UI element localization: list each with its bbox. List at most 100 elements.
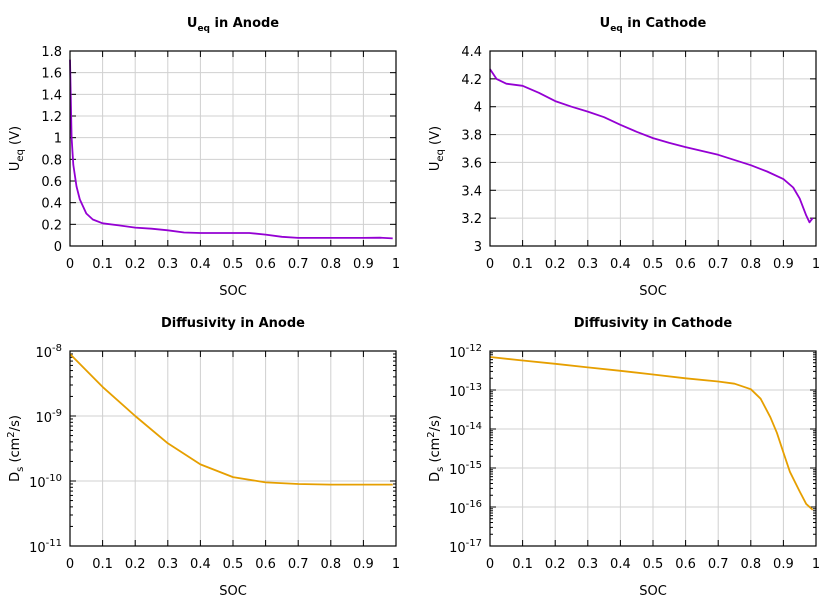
y-axis-label: Ds (cm2/s) <box>6 415 26 482</box>
text-subscript: eq <box>197 24 210 34</box>
text-rest: in Anode <box>210 16 279 31</box>
y-tick-label: 1 <box>54 132 62 147</box>
x-tick-label: 0.2 <box>125 257 146 272</box>
tick-exponent: -9 <box>52 408 62 419</box>
y-tick-label: 3.4 <box>461 184 482 199</box>
text-main: Diffusivity in Anode <box>161 316 305 331</box>
y-tick-label: 10-11 <box>29 538 62 556</box>
y-tick-label: 3.2 <box>461 212 482 227</box>
x-tick-label: 0.8 <box>320 257 341 272</box>
y-tick-label: 10-12 <box>449 343 482 361</box>
x-tick-label: 1 <box>812 257 820 272</box>
text-main: U <box>187 16 198 31</box>
series-line <box>69 59 393 240</box>
x-tick-label: 0.4 <box>190 557 211 572</box>
tick-exponent: -16 <box>466 499 482 510</box>
tick-exponent: -11 <box>46 538 62 549</box>
x-tick-label: 0.3 <box>157 257 178 272</box>
y-tick-label: 10-8 <box>35 343 62 361</box>
x-tick-label: 0.3 <box>157 557 178 572</box>
x-tick-label: 0 <box>66 557 74 572</box>
y-tick-label: 3 <box>474 240 482 255</box>
y-tick-label: 10-9 <box>35 408 62 426</box>
y-tick-label: 1.6 <box>41 67 62 82</box>
x-tick-label: 0.1 <box>512 257 533 272</box>
x-tick-label: 0.6 <box>255 257 276 272</box>
y-tick-label: 10-15 <box>449 460 482 478</box>
x-axis-label: SOC <box>639 584 667 599</box>
x-tick-label: 0.1 <box>512 557 533 572</box>
x-tick-label: 0.4 <box>610 257 631 272</box>
tick-exponent: -17 <box>466 538 482 549</box>
text-rest: in Cathode <box>623 16 707 31</box>
y-tick-label: 10-14 <box>449 421 482 439</box>
x-tick-label: 0.3 <box>577 257 598 272</box>
series-line <box>69 353 393 486</box>
x-tick-label: 0.6 <box>675 257 696 272</box>
text-rest: /s) <box>8 415 23 431</box>
x-axis-label: SOC <box>219 584 247 599</box>
y-axis-label: Ueq (V) <box>8 126 26 171</box>
tick-base: 10 <box>449 346 466 361</box>
text-subscript: eq <box>610 24 623 34</box>
x-tick-label: 1 <box>392 557 400 572</box>
chart-title: Ueq in Cathode <box>600 16 707 34</box>
text-rest: (cm <box>8 438 23 467</box>
y-tick-label: 4.2 <box>461 73 482 88</box>
x-tick-label: 0 <box>66 257 74 272</box>
y-tick-label: 0 <box>54 240 62 255</box>
y-tick-label: 0.4 <box>41 197 62 212</box>
y-tick-label: 4 <box>474 101 482 116</box>
text-main: D <box>8 472 23 482</box>
y-tick-label: 1.8 <box>41 45 62 60</box>
tick-base: 10 <box>449 424 466 439</box>
x-tick-label: 0.8 <box>740 257 761 272</box>
y-tick-label: 0.8 <box>41 153 62 168</box>
tick-base: 10 <box>29 541 46 556</box>
text-superscript: 2 <box>6 431 17 437</box>
x-tick-label: 0.2 <box>545 257 566 272</box>
text-rest: (V) <box>8 126 23 149</box>
tick-exponent: -12 <box>466 343 482 354</box>
x-tick-label: 0.4 <box>190 257 211 272</box>
series-line <box>489 356 814 511</box>
tick-exponent: -10 <box>46 473 62 484</box>
tick-exponent: -8 <box>52 343 62 354</box>
text-subscript: eq <box>15 149 26 162</box>
x-tick-label: 0.5 <box>643 257 664 272</box>
x-tick-label: 0.8 <box>320 557 341 572</box>
text-rest: (V) <box>428 126 443 149</box>
text-main: U <box>600 16 611 31</box>
x-tick-label: 0.6 <box>255 557 276 572</box>
x-tick-label: 0.4 <box>610 557 631 572</box>
y-axis-label: Ueq (V) <box>428 126 446 171</box>
y-tick-label: 0.6 <box>41 175 62 190</box>
tick-base: 10 <box>449 385 466 400</box>
x-tick-label: 0.2 <box>545 557 566 572</box>
subplot-4: 0 0.1 0.2 0.3 0.4 0.5 0.6 0.7 0.8 0.9 110-1710-161… <box>426 316 820 599</box>
plot-frame <box>489 350 817 547</box>
y-tick-label: 10-13 <box>449 382 482 400</box>
x-axis-label: SOC <box>219 284 247 299</box>
x-tick-label: 0.1 <box>92 257 113 272</box>
text-subscript: s <box>435 467 446 472</box>
text-subscript: s <box>15 467 26 472</box>
text-main: U <box>428 162 443 172</box>
x-tick-label: 0.5 <box>223 257 244 272</box>
y-tick-label: 10-16 <box>449 499 482 517</box>
chart-title: Ueq in Anode <box>187 16 279 34</box>
tick-base: 10 <box>449 541 466 556</box>
x-tick-label: 0.7 <box>708 257 729 272</box>
y-tick-label: 1.4 <box>41 88 62 103</box>
x-tick-label: 0.3 <box>577 557 598 572</box>
x-tick-label: 0.5 <box>643 557 664 572</box>
text-main: Diffusivity in Cathode <box>574 316 733 331</box>
y-tick-label: 3.8 <box>461 129 482 144</box>
text-main: D <box>428 472 443 482</box>
x-tick-label: 0.8 <box>740 557 761 572</box>
tick-exponent: -15 <box>466 460 482 471</box>
subplot-1: 0 0.1 0.2 0.3 0.4 0.5 0.6 0.7 0.8 0.9 1 0 0.2 0.4 0.6 0… <box>8 16 400 299</box>
x-tick-label: 0.5 <box>223 557 244 572</box>
x-tick-label: 0.9 <box>353 557 374 572</box>
